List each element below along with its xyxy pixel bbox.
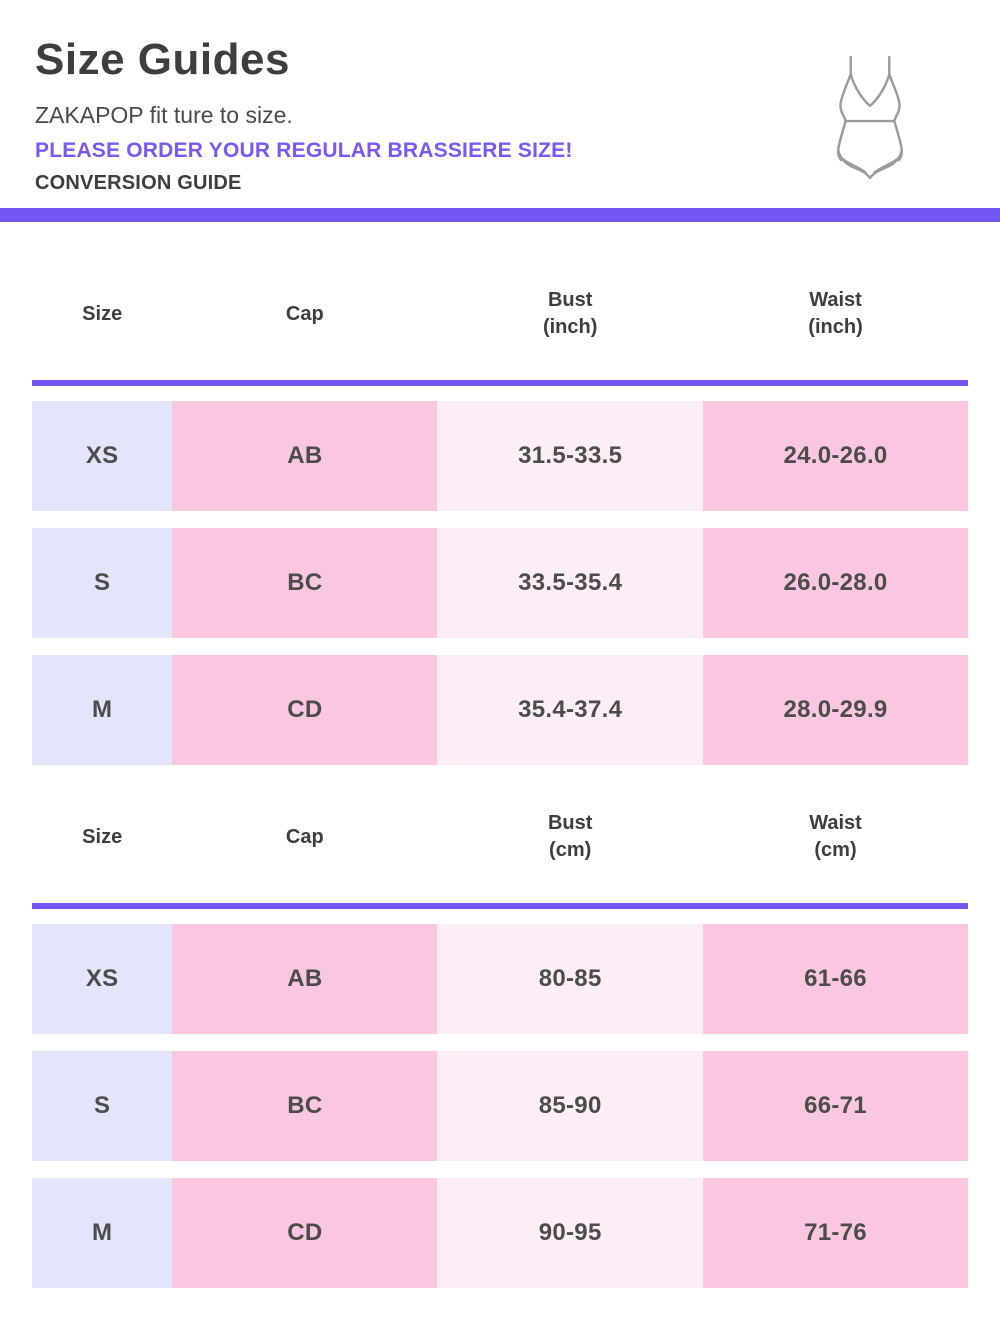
table-row-s-cm: S BC 85-90 66-71 [32,1051,968,1161]
table-cell-waist: 24.0-26.0 [703,401,968,511]
cell-value: CD [287,696,323,723]
cell-value: S [94,569,111,596]
cell-value: 26.0-28.0 [783,569,888,596]
cell-value: CD [287,1219,323,1246]
cell-value: BC [287,569,323,596]
fit-subtitle: ZAKAPOP fit ture to size. [35,102,293,128]
column-header-label: Bust [547,812,593,834]
column-header-label: Cap [285,302,324,325]
cell-value: 33.5-35.4 [518,569,623,596]
size-tables: Size Cap Bust (inch) Waist (inch) XS AB … [32,286,968,1288]
cell-value: 80-85 [538,965,602,992]
column-header-label: Waist [809,812,862,834]
size-table-inch-body: XS AB 31.5-33.5 24.0-26.0 S BC 33.5-35.4… [32,401,968,765]
size-table-cm-body: XS AB 80-85 61-66 S BC 85-90 66-71 M CD … [32,924,968,1288]
table-cell-waist: 26.0-28.0 [703,528,968,638]
table-cell-size: XS [32,924,173,1034]
table-cell-size: M [32,655,173,765]
table-cell-bust: 85-90 [437,1051,704,1161]
cell-value: AB [287,965,323,992]
table-cell-size: S [32,1051,173,1161]
table-row-xs-inch: XS AB 31.5-33.5 24.0-26.0 [32,401,968,511]
column-header-label: Cap [285,825,324,848]
table-cell-size: XS [32,401,173,511]
table-cell-cap: CD [172,655,438,765]
column-header-cap: Cap [172,824,437,851]
cell-value: XS [85,965,119,992]
size-table-cm-header: Size Cap Bust (cm) Waist (cm) [32,809,968,865]
table-row-m-inch: M CD 35.4-37.4 28.0-29.9 [32,655,968,765]
table-cell-cap: AB [172,401,438,511]
order-note: PLEASE ORDER YOUR REGULAR BRASSIERE SIZE… [35,139,573,162]
table-cell-waist: 71-76 [703,1178,968,1288]
table-header-rule [32,903,968,909]
column-header-size: Size [32,824,172,851]
table-cell-bust: 90-95 [437,1178,704,1288]
table-header-rule [32,380,968,386]
column-header-unit: (cm) [814,839,857,861]
column-header-bust-cm: Bust (cm) [437,810,703,864]
table-cell-cap: BC [172,1051,438,1161]
cell-value: 71-76 [804,1219,867,1246]
cell-value: 61-66 [804,965,867,992]
cell-value: M [92,696,113,723]
divider-bar [0,208,1000,222]
cell-value: 66-71 [804,1092,867,1119]
cell-value: M [92,1219,113,1246]
cell-value: BC [287,1092,323,1119]
table-cell-bust: 35.4-37.4 [437,655,704,765]
table-cell-cap: AB [172,924,438,1034]
column-header-label: Bust [547,289,593,311]
table-cell-size: S [32,528,173,638]
column-header-label: Size [82,825,123,848]
column-header-cap: Cap [172,301,437,328]
column-header-unit: (inch) [808,316,863,338]
cell-value: 31.5-33.5 [518,442,623,469]
column-header-unit: (cm) [549,839,592,861]
column-header-waist-inch: Waist (inch) [703,287,968,341]
table-cell-waist: 61-66 [703,924,968,1034]
cell-value: S [94,1092,111,1119]
column-header-waist-cm: Waist (cm) [703,810,968,864]
page-title: Size Guides [35,35,290,84]
table-row-m-cm: M CD 90-95 71-76 [32,1178,968,1288]
column-header-label: Waist [809,289,862,311]
cell-value: 85-90 [538,1092,602,1119]
cell-value: XS [85,442,119,469]
table-cell-size: M [32,1178,173,1288]
cell-value: 24.0-26.0 [783,442,888,469]
table-cell-cap: CD [172,1178,438,1288]
table-cell-bust: 80-85 [437,924,704,1034]
table-cell-cap: BC [172,528,438,638]
table-cell-bust: 33.5-35.4 [437,528,704,638]
cell-value: 35.4-37.4 [518,696,623,723]
table-cell-waist: 28.0-29.9 [703,655,968,765]
cell-value: AB [287,442,323,469]
conversion-guide-label: CONVERSION GUIDE [35,172,242,194]
cell-value: 90-95 [538,1219,602,1246]
swimsuit-icon [833,54,907,184]
column-header-bust-inch: Bust (inch) [437,287,703,341]
column-header-label: Size [82,302,123,325]
table-row-s-inch: S BC 33.5-35.4 26.0-28.0 [32,528,968,638]
page-header: Size Guides ZAKAPOP fit ture to size. PL… [0,0,1000,195]
column-header-size: Size [32,301,172,328]
table-cell-waist: 66-71 [703,1051,968,1161]
table-cell-bust: 31.5-33.5 [437,401,704,511]
cell-value: 28.0-29.9 [783,696,888,723]
size-table-inch-header: Size Cap Bust (inch) Waist (inch) [32,286,968,342]
table-row-xs-cm: XS AB 80-85 61-66 [32,924,968,1034]
column-header-unit: (inch) [542,316,598,338]
